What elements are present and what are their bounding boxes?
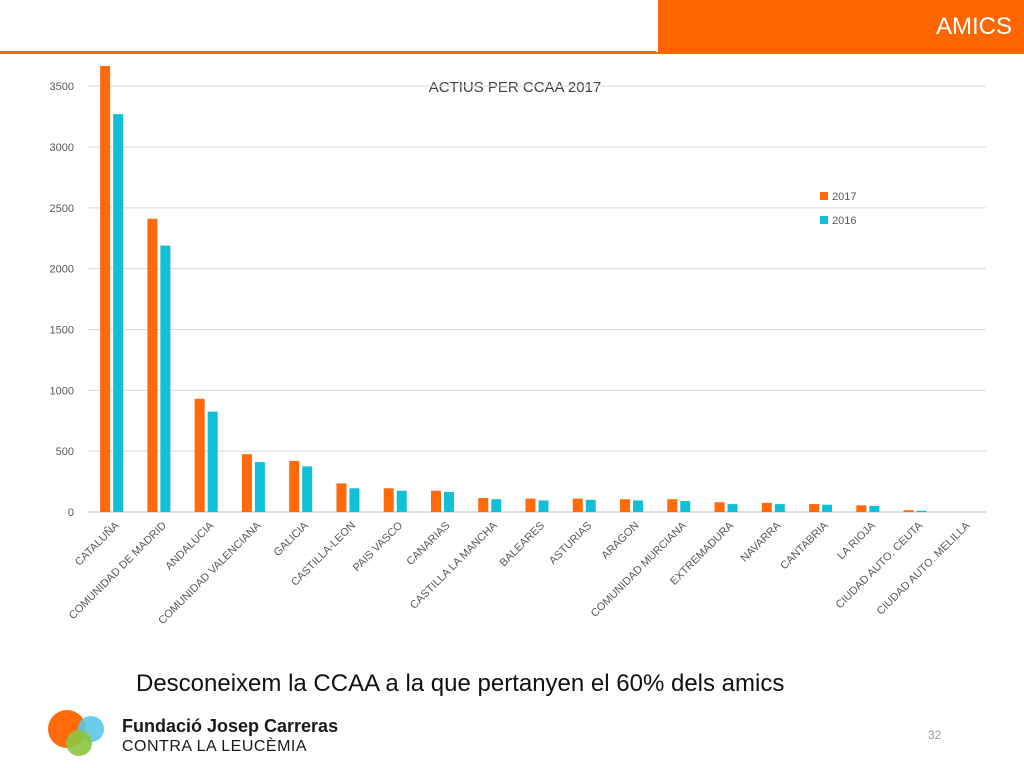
bar-2017 (572, 498, 583, 512)
bar-2016 (396, 490, 407, 512)
x-tick-label: CIUDAD AUTO. CEUTA (834, 519, 926, 611)
legend-label: 2016 (832, 215, 856, 227)
bar-chart: ACTIUS PER CCAA 2017 0 500 1000 1500 2000 2500… (50, 65, 986, 627)
legend-label: 2017 (832, 191, 856, 203)
bar-2016 (585, 499, 596, 512)
legend-swatch (820, 216, 828, 224)
bar-2017 (289, 460, 300, 512)
y-tick-label: 0 (68, 507, 74, 519)
bar-2016 (538, 500, 549, 512)
bar-2016 (254, 462, 265, 512)
bar-2016 (349, 488, 360, 512)
bar-2017 (856, 505, 867, 512)
bar-2016 (491, 499, 502, 512)
bar-2017 (100, 65, 111, 512)
bar-2017 (525, 498, 536, 512)
bar-2016 (774, 504, 785, 512)
y-tick-label: 500 (56, 446, 74, 458)
x-tick-label: COMUNIDAD DE MADRID (67, 520, 169, 622)
bar-2017 (430, 490, 441, 512)
y-tick-label: 2500 (50, 203, 74, 215)
caption-text: Desconeixem la CCAA a la que pertanyen e… (136, 670, 785, 697)
bar-2016 (113, 114, 124, 513)
bar-2017 (336, 483, 347, 512)
bar-2017 (478, 498, 489, 512)
bar-2016 (633, 500, 644, 512)
page-number: 32 (928, 728, 942, 742)
bar-2017 (761, 502, 772, 512)
org-name: Fundació Josep Carreras (122, 716, 339, 736)
x-tick-label: ARAGON (599, 520, 641, 562)
x-tick-label: COMUNIDAD MURCIANA (589, 519, 690, 620)
x-tick-label: CASTILLA LA MANCHA (408, 519, 500, 611)
x-tick-label: CANTABRIA (778, 519, 831, 572)
bar-2016 (207, 411, 218, 512)
y-tick-label: 3000 (50, 142, 74, 154)
y-tick-label: 3500 (50, 81, 74, 93)
bar-2016 (916, 510, 927, 512)
x-tick-label: ASTURIAS (547, 520, 594, 567)
y-tick-label: 1500 (50, 325, 74, 337)
bar-2016 (302, 466, 313, 512)
bar-2017 (194, 398, 205, 512)
x-tick-label: COMUNIDAD VALENCIANA (156, 519, 264, 627)
x-tick-label: NAVARRA (739, 519, 784, 564)
section-title: AMICS (935, 13, 1012, 40)
org-logo (46, 708, 106, 756)
x-tick-label: CATALUÑA (72, 518, 122, 568)
chart-title: ACTIUS PER CCAA 2017 (429, 79, 602, 96)
y-tick-label: 2000 (50, 264, 74, 276)
bar-2017 (714, 502, 725, 512)
bar-2017 (667, 499, 678, 512)
bar-2017 (809, 504, 820, 512)
org-subtitle: CONTRA LA LEUCÈMIA (122, 738, 308, 755)
x-tick-label: BALEARES (498, 520, 548, 570)
bar-2017 (903, 510, 914, 512)
header-divider (0, 51, 1024, 54)
y-tick-label: 1000 (50, 385, 74, 397)
x-tick-label: LA RIOJA (835, 519, 878, 562)
bar-2016 (727, 504, 738, 512)
bar-2016 (680, 501, 691, 512)
bar-2017 (383, 488, 394, 512)
bar-2017 (241, 454, 252, 512)
header-badge: AMICS (656, 0, 1024, 52)
bar-2017 (147, 218, 158, 513)
bar-2016 (869, 505, 880, 512)
bar-2016 (443, 491, 454, 512)
x-tick-label: PAIS VASCO (351, 519, 406, 574)
logo-circle-green (66, 730, 92, 756)
x-tick-label: GALICIA (272, 519, 312, 559)
legend-swatch (820, 192, 828, 200)
x-tick-label: CANARIAS (404, 520, 452, 568)
bar-2017 (620, 499, 631, 512)
bar-2016 (160, 245, 171, 513)
bar-2016 (822, 504, 833, 512)
x-tick-label: CIUDAD AUTO. MELILLA (875, 519, 973, 617)
